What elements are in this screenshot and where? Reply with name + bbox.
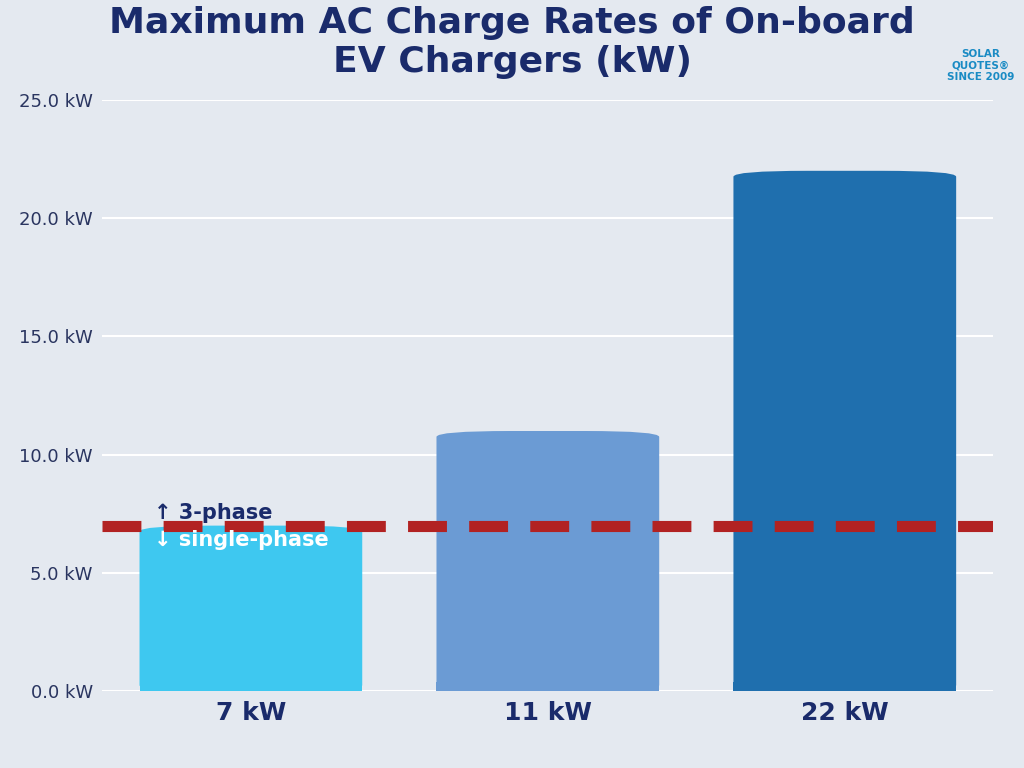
Title: Maximum AC Charge Rates of On-board
EV Chargers (kW): Maximum AC Charge Rates of On-board EV C… xyxy=(110,5,915,79)
FancyBboxPatch shape xyxy=(436,431,659,691)
Text: SOLAR
QUOTES®
SINCE 2009: SOLAR QUOTES® SINCE 2009 xyxy=(947,48,1015,82)
Text: ↓ single-phase: ↓ single-phase xyxy=(155,530,329,550)
Bar xyxy=(733,682,956,691)
FancyBboxPatch shape xyxy=(733,170,956,691)
Bar xyxy=(436,682,659,691)
Bar xyxy=(139,682,362,691)
Text: ↑ 3-phase: ↑ 3-phase xyxy=(155,503,272,523)
FancyBboxPatch shape xyxy=(139,525,362,691)
